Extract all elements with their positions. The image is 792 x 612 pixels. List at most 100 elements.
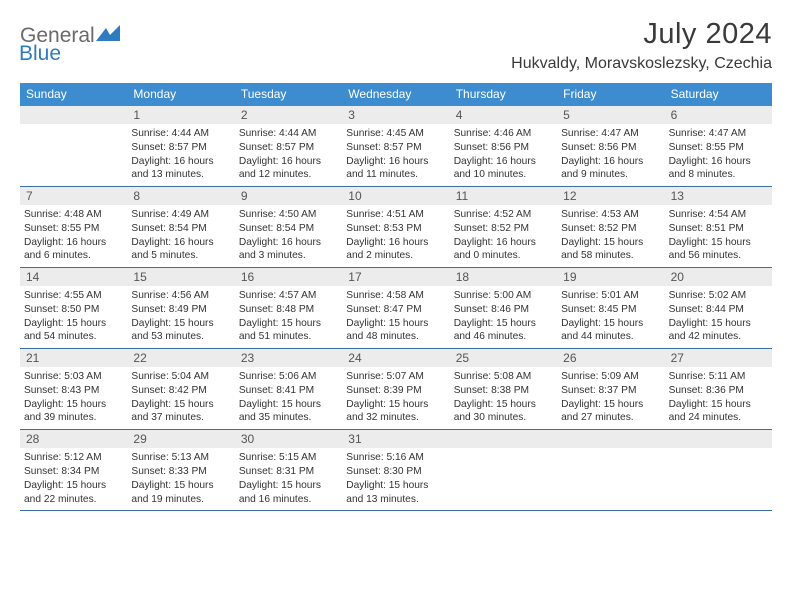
day-number: 19 <box>557 268 664 286</box>
logo-triangle-icon <box>96 25 120 43</box>
day-line: Sunrise: 5:07 AM <box>346 370 445 384</box>
day-number: 17 <box>342 268 449 286</box>
day-line: Sunset: 8:34 PM <box>24 465 123 479</box>
day-body: Sunrise: 5:11 AMSunset: 8:36 PMDaylight:… <box>665 367 772 429</box>
day-line: Daylight: 15 hours <box>669 317 768 331</box>
dow-cell: Sunday <box>20 83 127 106</box>
day-cell: 25Sunrise: 5:08 AMSunset: 8:38 PMDayligh… <box>450 349 557 429</box>
day-line: Sunrise: 4:45 AM <box>346 127 445 141</box>
day-cell: 20Sunrise: 5:02 AMSunset: 8:44 PMDayligh… <box>665 268 772 348</box>
day-line: Daylight: 15 hours <box>131 398 230 412</box>
day-line: Daylight: 15 hours <box>131 479 230 493</box>
day-line: and 16 minutes. <box>239 493 338 507</box>
day-number: 4 <box>450 106 557 124</box>
day-number: 28 <box>20 430 127 448</box>
day-body: Sunrise: 5:02 AMSunset: 8:44 PMDaylight:… <box>665 286 772 348</box>
day-line: and 37 minutes. <box>131 411 230 425</box>
day-line: Sunset: 8:57 PM <box>346 141 445 155</box>
day-line: Sunrise: 4:51 AM <box>346 208 445 222</box>
week-row: 7Sunrise: 4:48 AMSunset: 8:55 PMDaylight… <box>20 187 772 268</box>
day-line: and 2 minutes. <box>346 249 445 263</box>
day-line: and 56 minutes. <box>669 249 768 263</box>
day-body: Sunrise: 5:15 AMSunset: 8:31 PMDaylight:… <box>235 448 342 510</box>
day-line: Sunset: 8:53 PM <box>346 222 445 236</box>
day-line: Sunset: 8:50 PM <box>24 303 123 317</box>
week-row: 28Sunrise: 5:12 AMSunset: 8:34 PMDayligh… <box>20 430 772 511</box>
day-line: Sunrise: 5:15 AM <box>239 451 338 465</box>
day-line: Sunset: 8:42 PM <box>131 384 230 398</box>
day-line: Sunrise: 4:47 AM <box>561 127 660 141</box>
day-line: and 19 minutes. <box>131 493 230 507</box>
day-body <box>450 448 557 455</box>
day-line: Sunset: 8:47 PM <box>346 303 445 317</box>
day-line: Daylight: 15 hours <box>346 317 445 331</box>
day-body: Sunrise: 4:46 AMSunset: 8:56 PMDaylight:… <box>450 124 557 186</box>
day-line: Daylight: 15 hours <box>346 398 445 412</box>
day-number: 8 <box>127 187 234 205</box>
day-line: Sunrise: 4:44 AM <box>239 127 338 141</box>
day-line: Sunset: 8:52 PM <box>454 222 553 236</box>
day-line: Sunrise: 5:16 AM <box>346 451 445 465</box>
day-number: 30 <box>235 430 342 448</box>
day-cell: 24Sunrise: 5:07 AMSunset: 8:39 PMDayligh… <box>342 349 449 429</box>
day-cell: 2Sunrise: 4:44 AMSunset: 8:57 PMDaylight… <box>235 106 342 186</box>
day-number: 2 <box>235 106 342 124</box>
day-cell: 9Sunrise: 4:50 AMSunset: 8:54 PMDaylight… <box>235 187 342 267</box>
day-line: and 9 minutes. <box>561 168 660 182</box>
day-cell: 22Sunrise: 5:04 AMSunset: 8:42 PMDayligh… <box>127 349 234 429</box>
day-number: 14 <box>20 268 127 286</box>
day-line: Sunset: 8:51 PM <box>669 222 768 236</box>
day-line: Daylight: 15 hours <box>24 317 123 331</box>
day-body: Sunrise: 5:12 AMSunset: 8:34 PMDaylight:… <box>20 448 127 510</box>
day-line: Daylight: 16 hours <box>454 236 553 250</box>
day-line: Sunrise: 4:55 AM <box>24 289 123 303</box>
day-line: and 58 minutes. <box>561 249 660 263</box>
day-body: Sunrise: 4:47 AMSunset: 8:55 PMDaylight:… <box>665 124 772 186</box>
day-line: Sunset: 8:45 PM <box>561 303 660 317</box>
day-line: Sunrise: 5:04 AM <box>131 370 230 384</box>
day-body <box>665 448 772 455</box>
location-line: Hukvaldy, Moravskoslezsky, Czechia <box>511 55 772 73</box>
day-body: Sunrise: 4:52 AMSunset: 8:52 PMDaylight:… <box>450 205 557 267</box>
day-line: and 3 minutes. <box>239 249 338 263</box>
day-line: Daylight: 15 hours <box>454 317 553 331</box>
day-line: Sunrise: 5:03 AM <box>24 370 123 384</box>
day-number: 29 <box>127 430 234 448</box>
logo-text: General Blue <box>20 24 120 66</box>
day-line: Sunset: 8:43 PM <box>24 384 123 398</box>
day-line: Sunrise: 5:09 AM <box>561 370 660 384</box>
day-body: Sunrise: 5:00 AMSunset: 8:46 PMDaylight:… <box>450 286 557 348</box>
day-line: Sunset: 8:57 PM <box>239 141 338 155</box>
day-line: Sunrise: 5:02 AM <box>669 289 768 303</box>
day-number: 26 <box>557 349 664 367</box>
day-line: Sunset: 8:57 PM <box>131 141 230 155</box>
day-line: Sunset: 8:37 PM <box>561 384 660 398</box>
day-line: Sunset: 8:39 PM <box>346 384 445 398</box>
day-cell: 5Sunrise: 4:47 AMSunset: 8:56 PMDaylight… <box>557 106 664 186</box>
calendar-body: 1Sunrise: 4:44 AMSunset: 8:57 PMDaylight… <box>20 106 772 511</box>
day-cell: 23Sunrise: 5:06 AMSunset: 8:41 PMDayligh… <box>235 349 342 429</box>
day-number: 25 <box>450 349 557 367</box>
day-line: Daylight: 15 hours <box>239 479 338 493</box>
day-line: Daylight: 16 hours <box>346 155 445 169</box>
day-cell: 8Sunrise: 4:49 AMSunset: 8:54 PMDaylight… <box>127 187 234 267</box>
day-body: Sunrise: 5:04 AMSunset: 8:42 PMDaylight:… <box>127 367 234 429</box>
week-row: 14Sunrise: 4:55 AMSunset: 8:50 PMDayligh… <box>20 268 772 349</box>
day-line: Sunset: 8:49 PM <box>131 303 230 317</box>
day-number: 22 <box>127 349 234 367</box>
day-number: 27 <box>665 349 772 367</box>
day-body: Sunrise: 5:09 AMSunset: 8:37 PMDaylight:… <box>557 367 664 429</box>
day-line: Daylight: 16 hours <box>24 236 123 250</box>
day-body: Sunrise: 4:49 AMSunset: 8:54 PMDaylight:… <box>127 205 234 267</box>
week-row: 1Sunrise: 4:44 AMSunset: 8:57 PMDaylight… <box>20 106 772 187</box>
day-line: Sunrise: 5:12 AM <box>24 451 123 465</box>
dow-cell: Friday <box>557 83 664 106</box>
day-line: Daylight: 15 hours <box>561 236 660 250</box>
day-line: and 0 minutes. <box>454 249 553 263</box>
day-line: Sunset: 8:52 PM <box>561 222 660 236</box>
day-cell: 15Sunrise: 4:56 AMSunset: 8:49 PMDayligh… <box>127 268 234 348</box>
day-cell: 11Sunrise: 4:52 AMSunset: 8:52 PMDayligh… <box>450 187 557 267</box>
day-body: Sunrise: 5:08 AMSunset: 8:38 PMDaylight:… <box>450 367 557 429</box>
day-line: Daylight: 16 hours <box>561 155 660 169</box>
day-line: Sunset: 8:48 PM <box>239 303 338 317</box>
